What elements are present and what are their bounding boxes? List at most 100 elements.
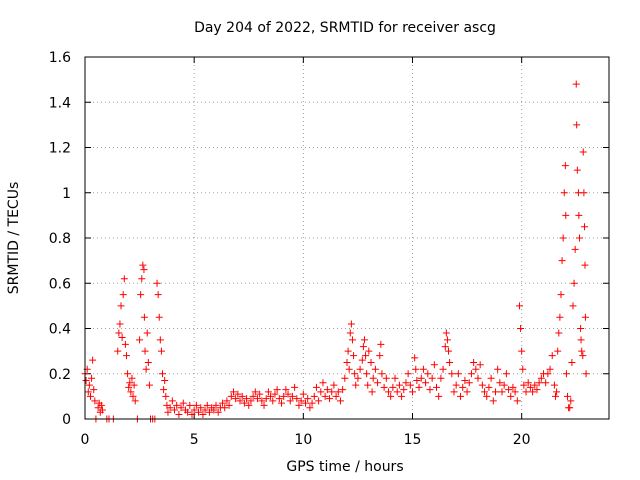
data-point	[312, 383, 320, 391]
data-point	[529, 388, 537, 396]
data-point	[496, 379, 504, 387]
data-point	[138, 275, 146, 283]
data-point	[526, 383, 534, 391]
data-point	[442, 329, 450, 337]
data-point	[90, 386, 98, 394]
data-point	[581, 223, 589, 231]
data-point	[199, 410, 207, 418]
data-point	[465, 379, 473, 387]
data-point	[413, 377, 421, 385]
data-point	[570, 279, 578, 287]
y-tick-label: 0.8	[49, 231, 71, 247]
data-point	[88, 374, 96, 382]
data-point	[437, 374, 445, 382]
data-point	[393, 388, 401, 396]
data-point	[581, 313, 589, 321]
data-point	[360, 336, 368, 344]
data-point	[219, 399, 227, 407]
data-point	[122, 352, 130, 360]
data-point	[291, 383, 299, 391]
data-point	[579, 148, 587, 156]
data-point	[136, 336, 144, 344]
data-point	[269, 397, 277, 405]
data-point	[273, 386, 281, 394]
data-point	[339, 386, 347, 394]
data-point	[430, 361, 438, 369]
data-point	[494, 365, 502, 373]
data-point	[389, 383, 397, 391]
data-point	[459, 383, 467, 391]
data-point	[354, 374, 362, 382]
data-point	[558, 257, 566, 265]
data-point	[130, 381, 138, 389]
data-point	[500, 381, 508, 389]
data-point	[118, 334, 126, 342]
data-point	[125, 383, 133, 391]
data-point	[569, 302, 577, 310]
data-point	[362, 352, 370, 360]
data-point	[562, 211, 570, 219]
data-point	[559, 234, 567, 242]
x-tick-labels: 0 5 10 15 20	[81, 432, 531, 448]
data-point	[229, 388, 237, 396]
data-point	[347, 320, 355, 328]
data-point	[293, 395, 301, 403]
data-point	[522, 388, 530, 396]
y-tick-labels: 0 0.2 0.4 0.6 0.8 1 1.2 1.4 1.6	[49, 50, 71, 428]
data-point	[114, 347, 122, 355]
data-point	[319, 379, 327, 387]
data-point	[572, 80, 580, 88]
data-point	[280, 392, 288, 400]
data-point	[155, 313, 163, 321]
plot-frame	[84, 56, 610, 420]
data-point	[356, 365, 364, 373]
data-point	[382, 374, 390, 382]
data-point	[380, 383, 388, 391]
chart-title: Day 204 of 2022, SRMTID for receiver asc…	[194, 20, 496, 36]
data-point	[481, 388, 489, 396]
y-axis-title: SRMTID / TECUs	[6, 182, 22, 295]
data-point	[179, 399, 187, 407]
data-point	[137, 291, 145, 299]
data-point	[350, 352, 358, 360]
data-point	[435, 392, 443, 400]
data-point	[582, 370, 590, 378]
data-point	[197, 404, 205, 412]
data-point	[441, 343, 449, 351]
y-tick-label: 1.2	[49, 141, 71, 157]
data-point	[571, 245, 579, 253]
data-point	[412, 365, 420, 373]
data-point	[367, 358, 375, 366]
data-point	[568, 358, 576, 366]
data-point	[326, 395, 334, 403]
data-point	[531, 381, 539, 389]
data-point	[513, 397, 521, 405]
data-point	[542, 379, 550, 387]
data-point	[286, 397, 294, 405]
data-point	[245, 401, 253, 409]
data-point	[145, 381, 153, 389]
data-point	[546, 365, 554, 373]
data-point	[168, 397, 176, 405]
data-point	[238, 392, 246, 400]
data-point	[171, 406, 179, 414]
data-point	[409, 388, 416, 396]
data-point	[581, 261, 589, 269]
data-point	[422, 379, 430, 387]
data-point	[580, 189, 588, 197]
data-point	[579, 352, 587, 360]
x-axis-title: GPS time / hours	[286, 459, 403, 475]
data-point	[275, 395, 283, 403]
data-point	[576, 234, 584, 242]
data-point	[310, 392, 318, 400]
data-point	[446, 358, 454, 366]
y-tick-label: 0.4	[49, 322, 71, 338]
data-point	[177, 404, 185, 412]
data-point	[124, 370, 132, 378]
data-point	[578, 347, 586, 355]
data-point	[519, 365, 527, 373]
x-tick-label: 0	[81, 432, 90, 448]
data-point	[426, 386, 434, 394]
data-point	[509, 383, 517, 391]
data-point	[395, 381, 403, 389]
